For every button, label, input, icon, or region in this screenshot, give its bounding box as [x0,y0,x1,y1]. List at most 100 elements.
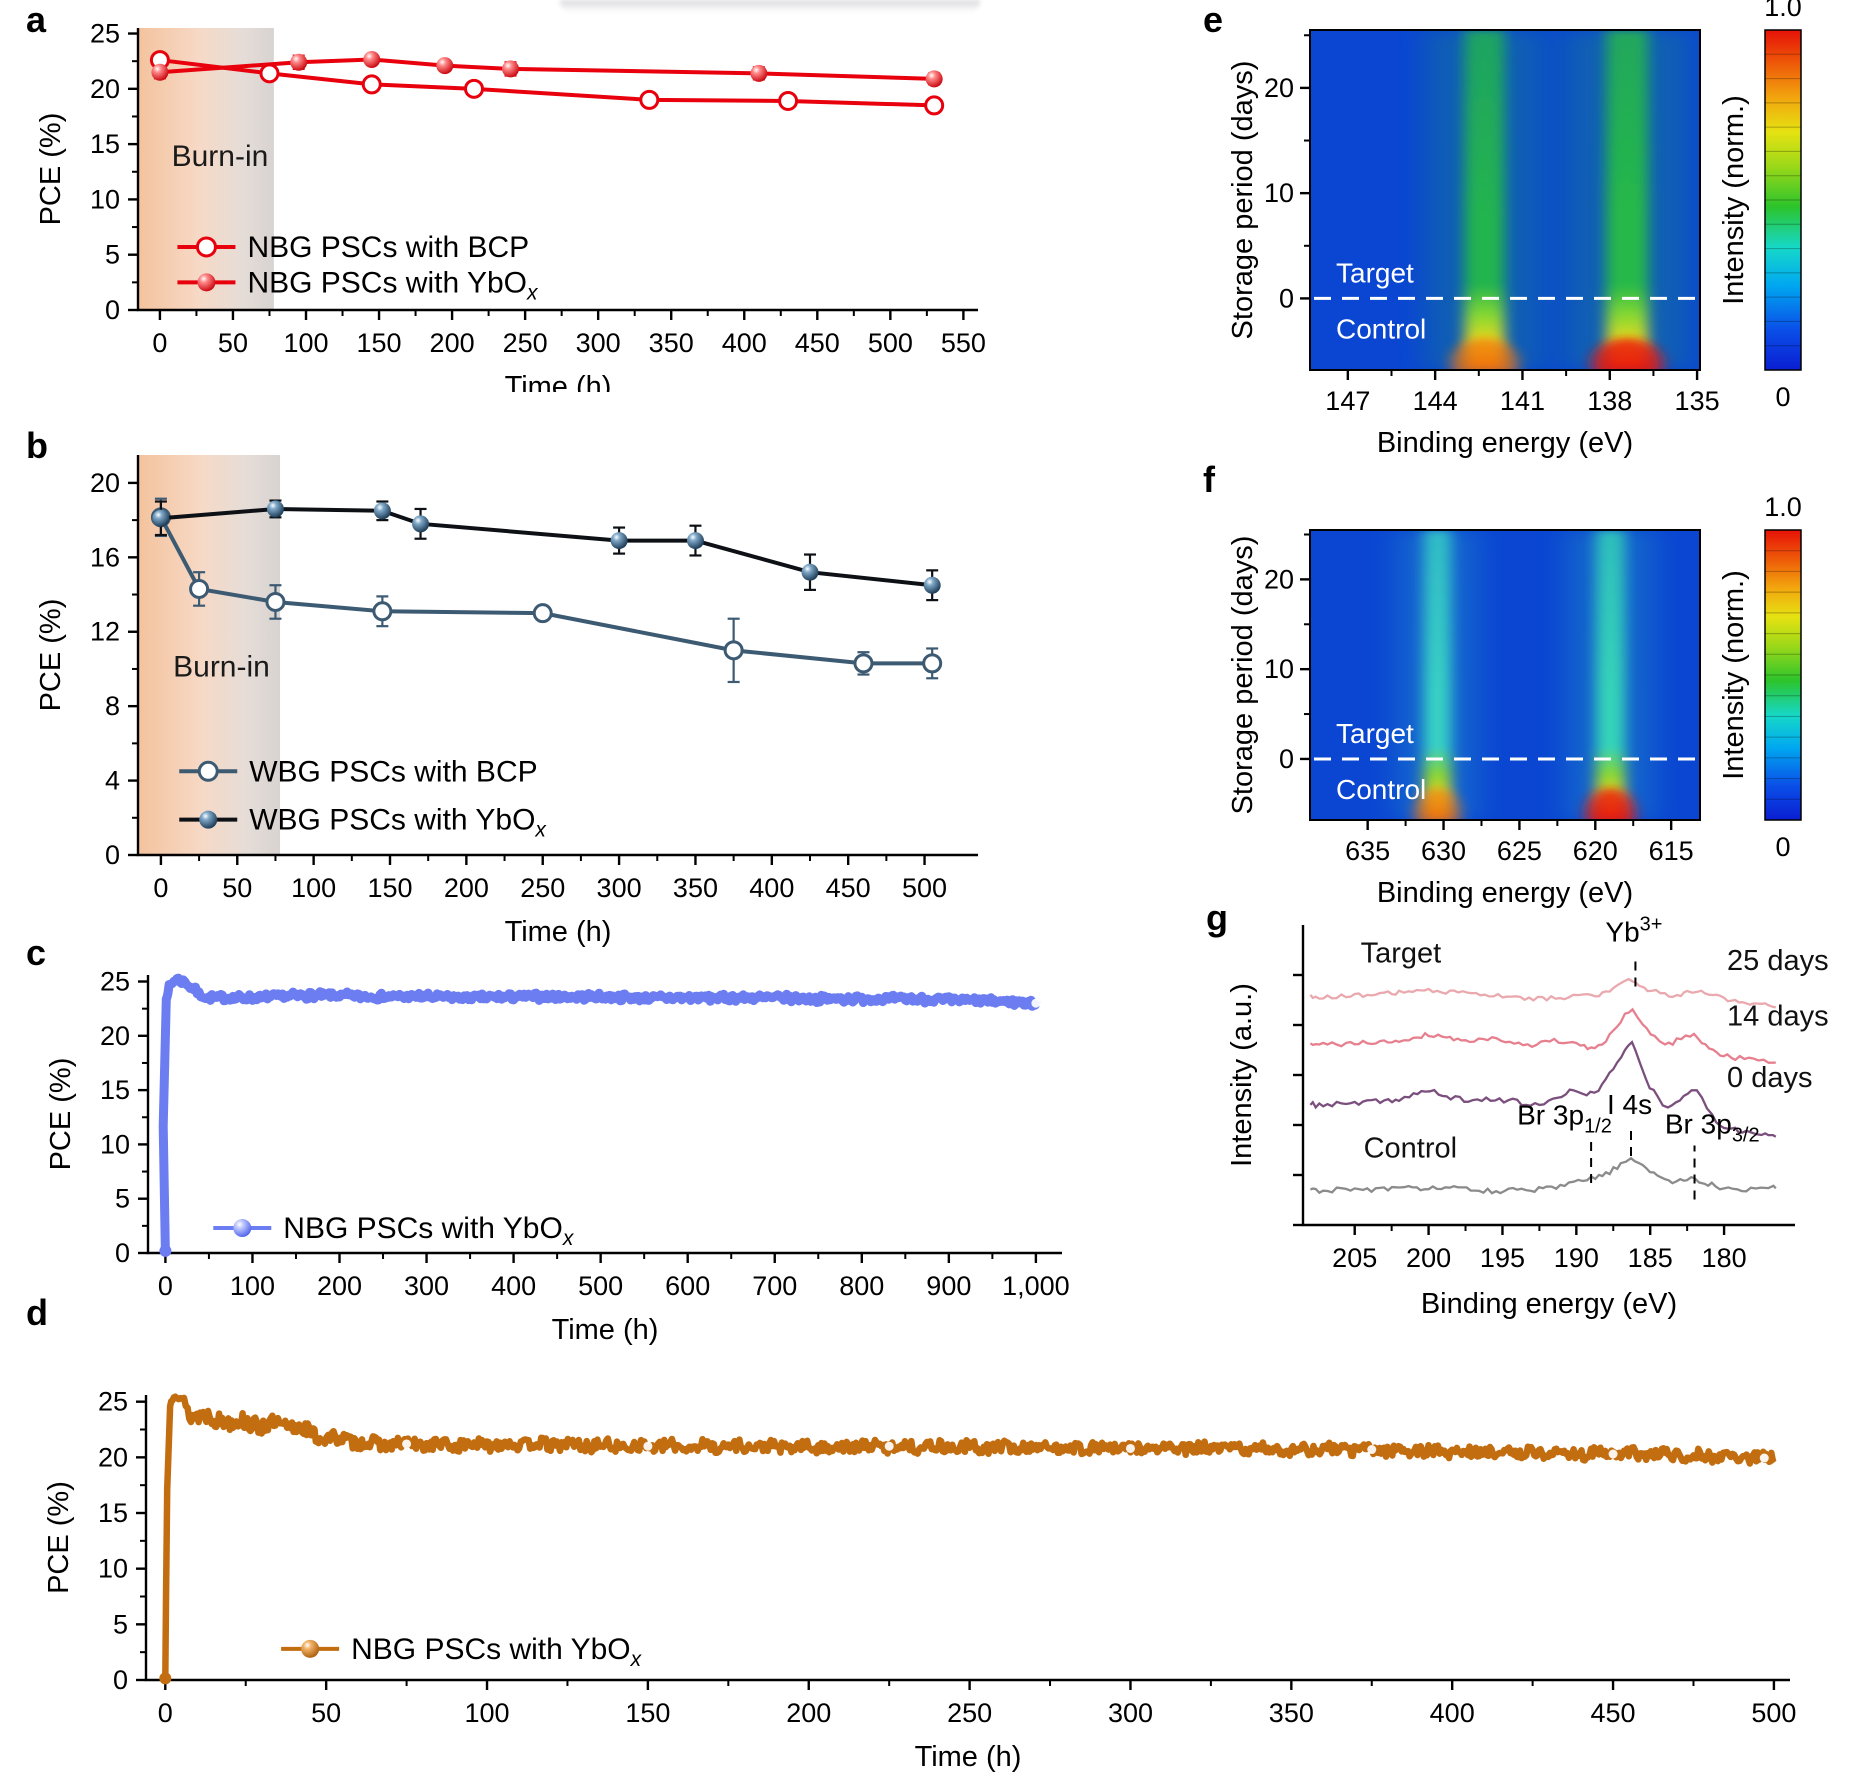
legend-item: NBG PSCs with BCP [177,231,529,264]
target-label: Target [1336,257,1414,288]
svg-text:20: 20 [90,74,120,104]
annotation-label: Br 3p1/2 [1517,1100,1612,1138]
legend-item: WBG PSCs with BCP [179,755,538,788]
svg-text:0: 0 [105,840,120,870]
svg-text:10: 10 [90,184,120,214]
svg-text:15: 15 [100,1075,130,1105]
heatmap-axes: 147 144 141 138 135 0 10 20 Binding energy (eV) S… [1227,34,1720,459]
x-axis-label: Time (h) [915,1741,1022,1773]
colorbar-label: Intensity (norm.) [1718,570,1750,780]
svg-text:200: 200 [786,1698,831,1728]
svg-text:300: 300 [1108,1698,1153,1728]
chart-svg: 0 100 200 300 400 500 600 700 800 900 1,000 0 5 10 15 2… [45,967,1070,1346]
colorbar-max: 1.0 [1764,492,1802,522]
heatmap-plot [1310,30,1700,370]
x-axis-label: Binding energy (eV) [1377,427,1633,459]
svg-text:100: 100 [283,328,328,358]
svg-text:620: 620 [1573,836,1618,866]
svg-text:450: 450 [1591,1698,1636,1728]
svg-text:615: 615 [1649,836,1694,866]
svg-text:250: 250 [520,873,565,903]
svg-text:250: 250 [947,1698,992,1728]
svg-text:150: 150 [357,328,402,358]
group-label-target: Target [1361,938,1442,970]
svg-text:0: 0 [1279,283,1294,313]
data-series-2 [152,499,941,602]
svg-text:205: 205 [1332,1243,1377,1273]
svg-text:200: 200 [430,328,475,358]
legend-item: NBG PSCs with YbOx [281,1633,643,1671]
annotation-label: Yb3+ [1605,914,1662,948]
panel-letter-d: d [26,1292,48,1333]
x-axis-label: Binding energy (eV) [1377,877,1633,909]
svg-text:625: 625 [1497,836,1542,866]
colorbar-max: 1.0 [1764,0,1802,22]
svg-text:400: 400 [491,1271,536,1301]
y-axis-label: Storage period (days) [1227,61,1259,340]
svg-text:0: 0 [1279,744,1294,774]
svg-text:200: 200 [317,1271,362,1301]
x-axis-label: Time (h) [552,1314,659,1346]
target-label: Target [1336,718,1414,749]
chart-panel-d-mpp-500h: 0 50 100 150 200 250 300 350 400 450 500 0 5 10 15 20 25… [0,1350,1864,1786]
chart-panel-b-wbg-stability: Burn-in 0 50 100 150 200 250 300 350 400 450 500 0 4 8… [0,392,1000,948]
svg-text:20: 20 [90,468,120,498]
svg-text:12: 12 [90,617,120,647]
svg-text:350: 350 [1269,1698,1314,1728]
heatmap-svg: Target Control 147 144 141 138 135 0 10 20 Binding… [1227,0,1802,459]
legend-label: NBG PSCs with YbOx [247,266,539,304]
svg-text:180: 180 [1702,1243,1747,1273]
panel-letter-c: c [26,932,47,973]
axes: 0 50 100 150 200 250 300 350 400 450 500 0 4 8 12 16 20 T… [35,455,978,948]
svg-text:300: 300 [597,873,642,903]
svg-text:50: 50 [218,328,248,358]
colorbar: 1.0 0 Intensity (norm.) [1718,0,1802,412]
chart-panel-a-nbg-stability: Burn-in 0 50 100 150 200 250 300 350 400 450 500 550… [0,0,1000,403]
svg-text:138: 138 [1587,386,1632,416]
panel-letter-e: e [1203,0,1224,40]
heatmap-panel-e-pb4f: Target Control 147 144 141 138 135 0 10 20 Binding… [1000,0,1864,460]
svg-text:141: 141 [1500,386,1545,416]
legend-item: WBG PSCs with YbOx [179,804,547,842]
legend-label: NBG PSCs with YbOx [283,1212,575,1250]
mpp-trace [158,973,1041,1257]
svg-text:635: 635 [1345,836,1390,866]
svg-text:500: 500 [578,1271,623,1301]
svg-text:185: 185 [1628,1243,1673,1273]
heatmap-axes: 635 630 625 620 615 0 10 20 Binding energy (eV) S… [1227,533,1694,909]
control-label: Control [1336,774,1426,805]
svg-text:150: 150 [367,873,412,903]
data-series-1 [149,50,945,116]
svg-text:450: 450 [795,328,840,358]
spectrum-25-days [1309,977,1776,1009]
panel-letter-f: f [1203,459,1215,500]
svg-text:800: 800 [839,1271,884,1301]
svg-text:0: 0 [105,295,120,325]
legend-label: NBG PSCs with BCP [247,231,529,264]
svg-text:0: 0 [153,873,168,903]
svg-text:150: 150 [625,1698,670,1728]
svg-text:8: 8 [105,691,120,721]
y-axis-label: PCE (%) [35,599,67,712]
svg-text:144: 144 [1413,386,1458,416]
svg-text:250: 250 [503,328,548,358]
svg-text:195: 195 [1480,1243,1525,1273]
legend-label: WBG PSCs with BCP [249,755,537,788]
svg-text:147: 147 [1325,386,1370,416]
svg-text:4: 4 [105,766,120,796]
svg-text:0: 0 [113,1665,128,1695]
axes: 0 50 100 150 200 250 300 350 400 450 500 0 5 10 15 20 25… [43,1387,1796,1773]
y-axis-label: PCE (%) [35,113,67,226]
svg-text:500: 500 [1751,1698,1796,1728]
data-series-2 [151,51,943,88]
spectrum-14-days [1309,1007,1776,1064]
svg-text:50: 50 [222,873,252,903]
spectrum-0-days [1309,1040,1777,1138]
svg-text:20: 20 [1264,73,1294,103]
axes: 0 100 200 300 400 500 600 700 800 900 1,000 0 5 10 15 2… [45,967,1070,1346]
annotation-label: Br 3p3/2 [1665,1109,1760,1147]
svg-text:0: 0 [158,1271,173,1301]
svg-text:900: 900 [926,1271,971,1301]
svg-text:400: 400 [722,328,767,358]
group-label-control: Control [1364,1133,1458,1165]
